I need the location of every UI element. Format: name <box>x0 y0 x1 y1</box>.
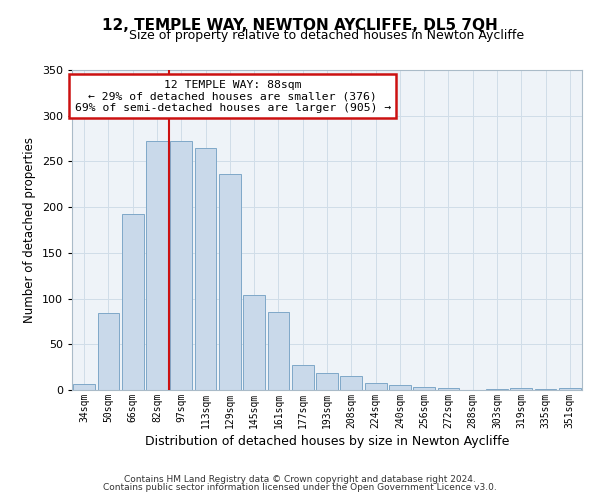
Text: 12, TEMPLE WAY, NEWTON AYCLIFFE, DL5 7QH: 12, TEMPLE WAY, NEWTON AYCLIFFE, DL5 7QH <box>102 18 498 32</box>
Bar <box>97 313 119 390</box>
Title: Size of property relative to detached houses in Newton Aycliffe: Size of property relative to detached ho… <box>130 30 524 43</box>
Bar <box>73 384 95 390</box>
Y-axis label: Number of detached properties: Number of detached properties <box>23 137 36 323</box>
Bar <box>486 389 508 390</box>
X-axis label: Distribution of detached houses by size in Newton Aycliffe: Distribution of detached houses by size … <box>145 435 509 448</box>
Bar <box>170 142 192 390</box>
Bar <box>292 366 314 390</box>
Bar <box>146 142 168 390</box>
Bar <box>535 389 556 390</box>
Bar <box>389 384 411 390</box>
Bar <box>511 388 532 390</box>
Bar <box>559 388 581 390</box>
Bar <box>437 388 460 390</box>
Bar <box>194 148 217 390</box>
Bar <box>316 372 338 390</box>
Bar <box>365 382 386 390</box>
Text: 12 TEMPLE WAY: 88sqm
← 29% of detached houses are smaller (376)
69% of semi-deta: 12 TEMPLE WAY: 88sqm ← 29% of detached h… <box>74 80 391 113</box>
Text: Contains HM Land Registry data © Crown copyright and database right 2024.: Contains HM Land Registry data © Crown c… <box>124 475 476 484</box>
Bar <box>243 295 265 390</box>
Bar <box>219 174 241 390</box>
Bar <box>122 214 143 390</box>
Bar <box>413 388 435 390</box>
Text: Contains public sector information licensed under the Open Government Licence v3: Contains public sector information licen… <box>103 484 497 492</box>
Bar <box>340 376 362 390</box>
Bar <box>268 312 289 390</box>
